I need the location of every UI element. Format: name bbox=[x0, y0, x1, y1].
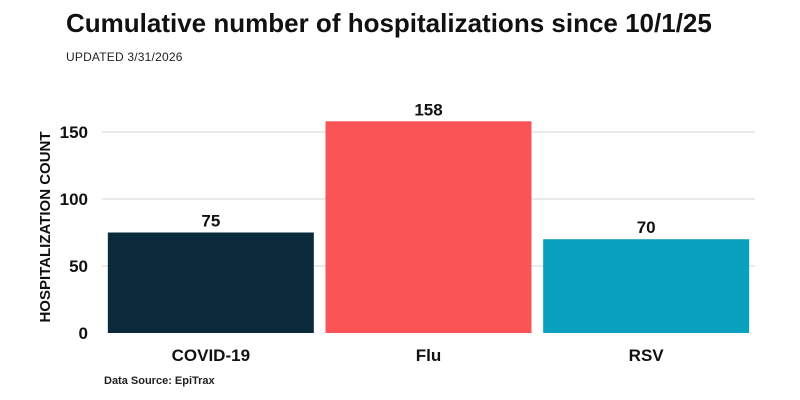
y-tick-label: 100 bbox=[60, 190, 88, 209]
y-tick-label: 150 bbox=[60, 123, 88, 142]
chart-subtitle: UPDATED 3/31/2026 bbox=[66, 50, 183, 64]
bar bbox=[543, 239, 750, 333]
x-tick-labels: COVID-19 Flu RSV bbox=[172, 346, 665, 365]
y-axis-title: HOSPITALIZATION COUNT bbox=[37, 131, 54, 322]
bar bbox=[325, 121, 532, 333]
data-labels: 75 158 70 bbox=[201, 100, 655, 237]
x-tick-label: RSV bbox=[629, 346, 665, 365]
bars bbox=[107, 121, 750, 333]
x-tick-label: Flu bbox=[416, 346, 442, 365]
bar bbox=[107, 232, 314, 333]
data-source-note: Data Source: EpiTrax bbox=[104, 375, 215, 387]
y-tick-label: 0 bbox=[79, 324, 88, 343]
data-label: 75 bbox=[201, 212, 220, 231]
x-tick-label: COVID-19 bbox=[172, 346, 250, 365]
y-tick-labels: 0 50 100 150 bbox=[60, 123, 88, 343]
data-label: 158 bbox=[414, 100, 442, 119]
data-label: 70 bbox=[637, 218, 656, 237]
y-tick-label: 50 bbox=[69, 257, 88, 276]
chart-title: Cumulative number of hospitalizations si… bbox=[66, 8, 712, 38]
